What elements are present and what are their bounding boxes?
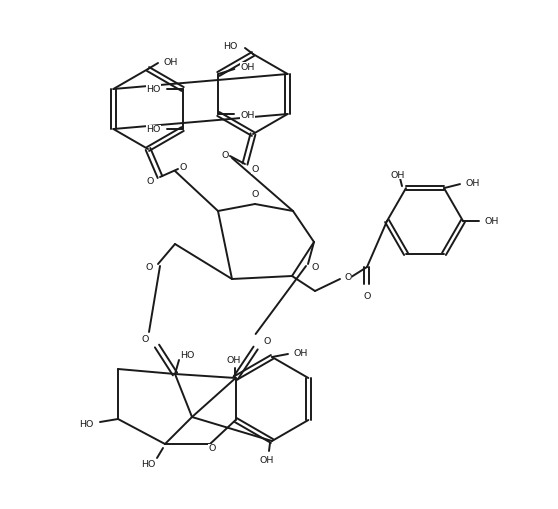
Text: O: O <box>179 162 187 171</box>
Text: O: O <box>146 177 153 186</box>
Text: HO: HO <box>180 350 194 359</box>
Text: OH: OH <box>260 455 274 464</box>
Text: OH: OH <box>227 355 241 364</box>
Text: O: O <box>363 292 371 300</box>
Text: HO: HO <box>141 460 155 469</box>
Text: HO: HO <box>224 41 238 50</box>
Text: O: O <box>345 272 352 281</box>
Text: HO: HO <box>146 84 161 93</box>
Text: O: O <box>142 335 149 344</box>
Text: OH: OH <box>391 170 405 179</box>
Text: O: O <box>222 150 229 159</box>
Text: OH: OH <box>164 58 179 66</box>
Text: HO: HO <box>146 125 161 134</box>
Text: O: O <box>146 263 153 272</box>
Text: OH: OH <box>466 178 480 187</box>
Text: HO: HO <box>79 420 93 429</box>
Text: O: O <box>251 165 259 174</box>
Text: OH: OH <box>240 110 255 119</box>
Text: OH: OH <box>294 349 309 358</box>
Text: OH: OH <box>240 63 255 71</box>
Text: O: O <box>208 444 216 453</box>
Text: O: O <box>312 263 319 272</box>
Text: O: O <box>251 190 259 199</box>
Text: O: O <box>263 337 271 346</box>
Text: OH: OH <box>485 217 499 226</box>
